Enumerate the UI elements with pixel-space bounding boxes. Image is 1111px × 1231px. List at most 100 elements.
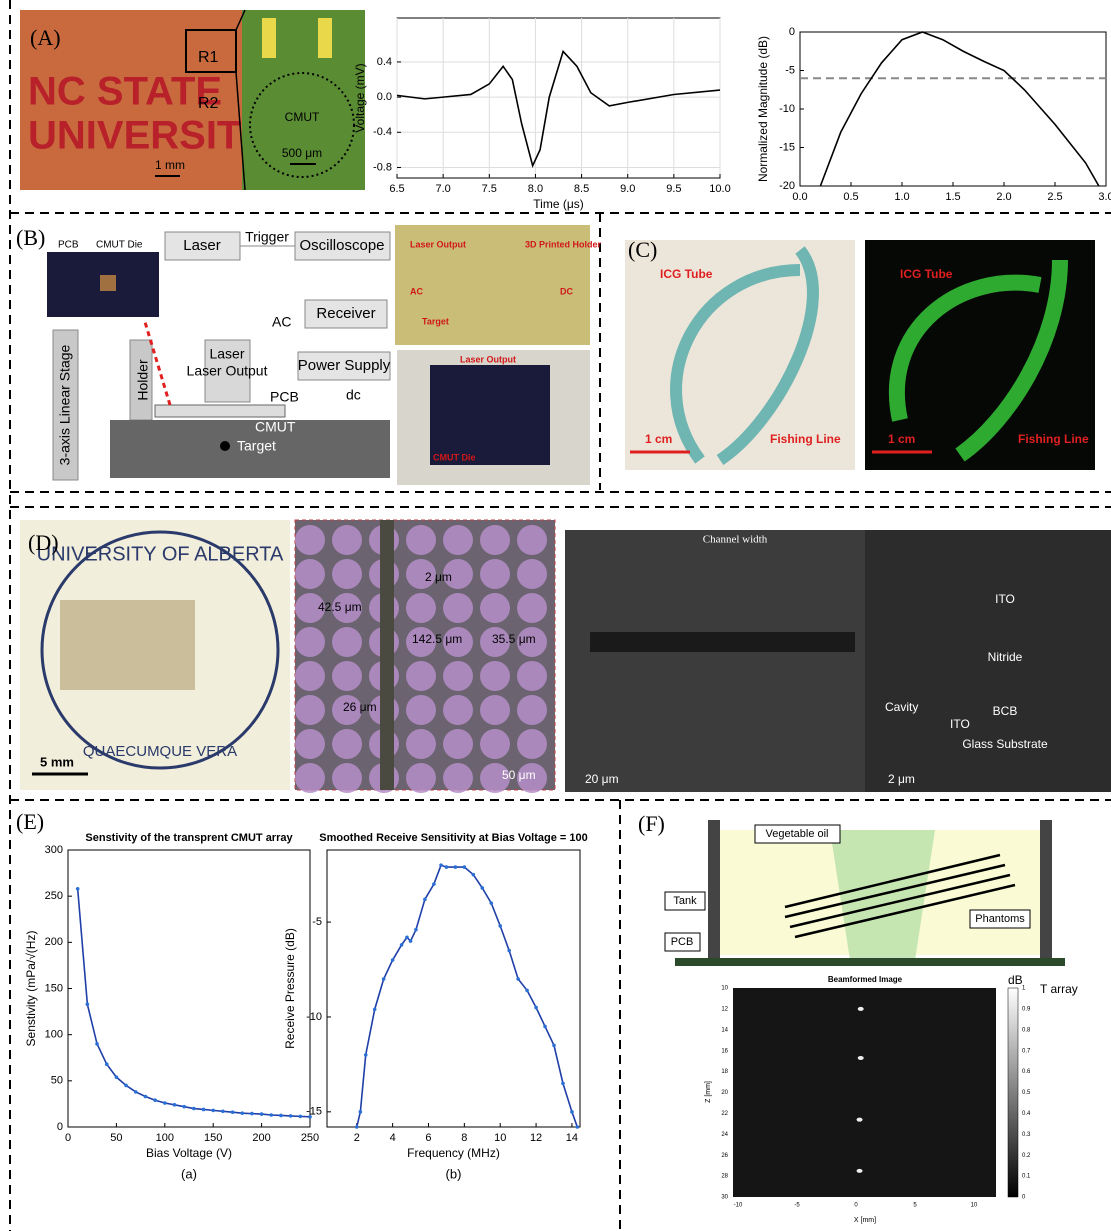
data-point — [133, 1090, 138, 1094]
data-point — [498, 924, 503, 928]
y-tick-label: 200 — [45, 936, 63, 948]
pcb — [430, 365, 550, 465]
tube — [888, 259, 1068, 462]
x-tick-label: 7.0 — [435, 183, 450, 195]
x-tick-label: 9.0 — [620, 183, 635, 195]
box — [297, 351, 391, 381]
y-tick-label: -15 — [779, 141, 795, 153]
data-point — [143, 1094, 148, 1099]
callout-label: Phantoms — [975, 913, 1025, 925]
cmut-outline — [249, 72, 355, 178]
membrane — [295, 763, 325, 793]
data-point — [182, 1104, 186, 1109]
arrow — [143, 321, 172, 406]
photo-label: 3D Printed Holder — [525, 239, 602, 249]
photo-label: CMUT Die — [96, 240, 143, 251]
diagram-label: Oscilloscope — [299, 237, 384, 254]
electrode — [380, 520, 394, 790]
x-tick-label: 50 — [110, 1132, 122, 1144]
tank-wall — [1040, 820, 1052, 958]
image-z-tick: 12 — [721, 1006, 728, 1012]
y-tick-label: 100 — [45, 1029, 63, 1041]
membrane — [517, 559, 547, 589]
tank-wall — [708, 820, 720, 958]
image-z-tick: 30 — [721, 1195, 728, 1201]
scale-label: 2 μm — [888, 772, 915, 786]
photo-label: PCB — [58, 240, 79, 251]
chart-title: Senstivity of the transprent CMUT array — [85, 832, 293, 844]
photo-label: CMUT Die — [433, 452, 476, 462]
caption: (a) — [181, 1166, 197, 1181]
diagram-label: AC — [272, 314, 291, 330]
colorbar-tick: 0.6 — [1022, 1069, 1031, 1075]
photo-label: DC — [560, 286, 573, 296]
image-x-tick: -5 — [794, 1203, 800, 1209]
image-x-tick: 10 — [971, 1203, 978, 1209]
data-point — [390, 958, 395, 962]
data-point — [308, 1115, 312, 1119]
data-point — [288, 1114, 293, 1118]
tank — [110, 420, 390, 478]
data-point — [358, 1110, 363, 1114]
scale-label: 1 cm — [888, 432, 915, 446]
membrane — [406, 627, 436, 657]
data-point — [124, 1083, 128, 1088]
y-tick-label: -5 — [785, 64, 795, 76]
image-z-tick: 28 — [721, 1174, 728, 1180]
layer-label: BCB — [993, 704, 1018, 718]
y-tick-label: -20 — [779, 180, 795, 192]
plot-frame — [799, 31, 1107, 187]
x-tick-label: 1.5 — [945, 191, 960, 203]
x-tick-label: 7.5 — [482, 183, 497, 195]
micro-label: CMUT — [285, 110, 320, 124]
sem-image — [565, 530, 865, 792]
reflector — [857, 1006, 864, 1011]
scale-label: 1 cm — [645, 432, 672, 446]
photo-label: ICG Tube — [660, 267, 713, 281]
image-z-tick: 26 — [721, 1153, 728, 1159]
membrane — [443, 661, 473, 691]
x-tick-label: 6.5 — [389, 183, 404, 195]
chip-photo — [20, 10, 242, 190]
beamformed-image — [733, 988, 996, 1197]
y-tick-label: 250 — [45, 890, 63, 902]
data-point — [552, 1043, 556, 1048]
zoom-line — [235, 9, 246, 191]
x-tick-label: 2.5 — [1047, 191, 1062, 203]
membrane — [295, 525, 325, 555]
x-axis-label: Time (μs) — [533, 197, 583, 211]
image-x-tick: -10 — [734, 1203, 743, 1209]
layer-labels: ITO Nitride Cavity BCB ITO Glass Substra… — [885, 592, 1048, 751]
membrane — [406, 695, 436, 725]
diagram-label: Target — [237, 438, 276, 454]
data-point — [432, 882, 436, 886]
y-tick-label: 0.0 — [377, 91, 392, 103]
seal-text: UNIVERSITY OF ALBERTA — [37, 543, 284, 565]
y-tick-label: 0.4 — [377, 56, 392, 68]
setup-photo — [395, 225, 590, 345]
panel-f: (F) Vegetable oil Tank Phantoms PCB T ar… — [638, 811, 1078, 1224]
x-axis-label: Frequency (MHz) — [407, 1146, 500, 1160]
x-tick-label: 4 — [390, 1132, 396, 1144]
data-point — [363, 1053, 368, 1057]
data-point — [95, 1042, 99, 1046]
panel-d: UNIVERSITY OF ALBERTA QUAECUMQUE VERA 5 … — [20, 519, 1111, 793]
x-tick-label: 12 — [530, 1132, 542, 1144]
data-point — [534, 1005, 538, 1010]
data-point — [172, 1103, 177, 1107]
layer-label: ITO — [950, 717, 970, 731]
diagram-label: Laser Output — [187, 363, 268, 379]
x-tick-label: 10.0 — [709, 183, 730, 195]
dim-label: 142.5 μm — [412, 632, 462, 646]
panel-label: (E) — [16, 809, 44, 834]
data-point — [163, 1101, 167, 1105]
y-axis-label: Voltage (mV) — [353, 63, 367, 132]
y-tick-label: -10 — [306, 1011, 322, 1023]
data-point — [525, 988, 529, 993]
box — [204, 339, 251, 403]
data-point — [570, 1110, 574, 1114]
data-point — [439, 863, 443, 867]
chart-title: Smoothed Receive Sensitivity at Bias Vol… — [319, 832, 588, 844]
image-ylabel: Z [mm] — [705, 1081, 712, 1103]
